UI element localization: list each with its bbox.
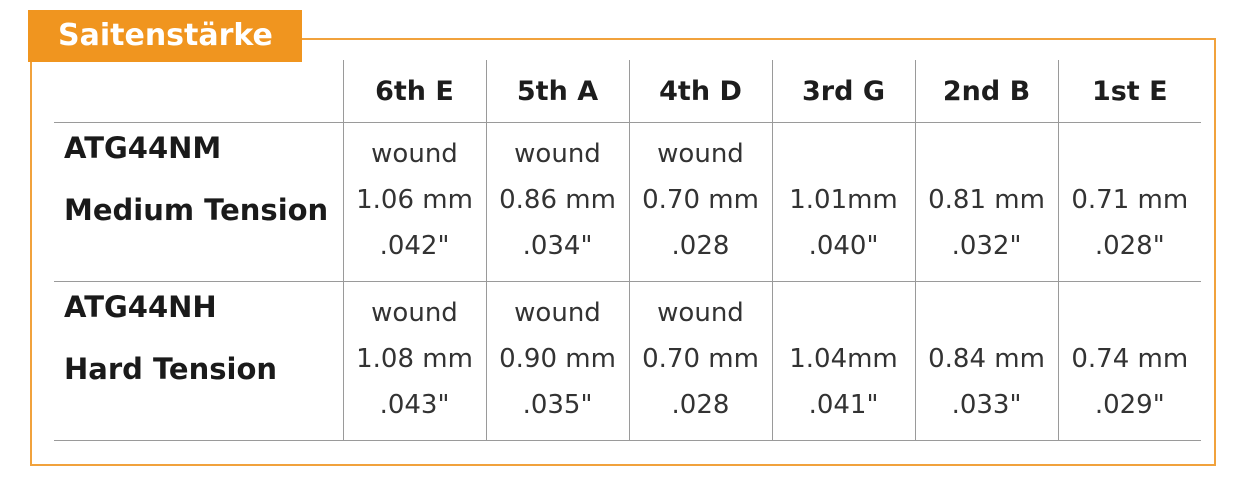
string-type	[1059, 131, 1202, 177]
string-type: wound	[371, 139, 458, 169]
string-type	[773, 290, 915, 336]
string-gauge-table: 6th E 5th A 4th D 3rd G 2nd B 1st E ATG4…	[54, 60, 1201, 441]
model-cell: ATG44NM Medium Tension	[54, 123, 343, 282]
table-row: ATG44NM Medium Tension wound 1.06 mm .042"…	[54, 122, 1202, 282]
gauge-cell: wound 1.08 mm .043"	[342, 281, 486, 441]
gauge-cell: 0.71 mm .028"	[1057, 122, 1202, 282]
column-header: 2nd B	[914, 60, 1058, 123]
gauge-inch: .029"	[1094, 390, 1165, 420]
gauge-cell: wound 0.90 mm .035"	[485, 281, 629, 441]
gauge-inch: .028	[671, 231, 730, 261]
gauge-cell: 1.01mm .040"	[771, 122, 915, 282]
column-header: 1st E	[1057, 60, 1201, 123]
column-header: 4th D	[628, 60, 772, 123]
header-row: 6th E 5th A 4th D 3rd G 2nd B 1st E	[54, 60, 1201, 123]
gauge-inch: .043"	[379, 390, 450, 420]
gauge-mm: 1.01mm	[789, 185, 898, 215]
gauge-mm: 0.84 mm	[928, 344, 1045, 374]
model-cell: ATG44NH Hard Tension	[54, 282, 343, 441]
string-type: wound	[514, 298, 601, 328]
column-header: 5th A	[485, 60, 629, 123]
tension-label: Hard Tension	[64, 352, 278, 386]
gauge-inch: .028"	[1094, 231, 1165, 261]
gauge-cell: 1.04mm .041"	[771, 281, 915, 441]
spec-frame	[30, 38, 1216, 466]
model-name: ATG44NH	[64, 290, 217, 324]
table-row: ATG44NH Hard Tension wound 1.08 mm .043" w…	[54, 281, 1202, 441]
gauge-cell: 0.84 mm .033"	[914, 281, 1058, 441]
string-type	[916, 131, 1058, 177]
gauge-inch: .041"	[808, 390, 879, 420]
gauge-inch: .034"	[522, 231, 593, 261]
gauge-mm: 0.90 mm	[499, 344, 616, 374]
string-type: wound	[657, 298, 744, 328]
gauge-mm: 0.86 mm	[499, 185, 616, 215]
string-type	[916, 290, 1058, 336]
gauge-inch: .033"	[951, 390, 1022, 420]
gauge-mm: 0.70 mm	[642, 344, 759, 374]
gauge-mm: 0.74 mm	[1071, 344, 1189, 374]
gauge-inch: .032"	[951, 231, 1022, 261]
gauge-cell: wound 0.70 mm .028	[628, 281, 772, 441]
gauge-mm: 1.08 mm	[356, 344, 473, 374]
string-type	[1059, 290, 1202, 336]
gauge-mm: 0.71 mm	[1071, 185, 1189, 215]
gauge-cell: wound 0.70 mm .028	[628, 122, 772, 282]
gauge-cell: wound 0.86 mm .034"	[485, 122, 629, 282]
gauge-inch: .040"	[808, 231, 879, 261]
string-type: wound	[657, 139, 744, 169]
string-type: wound	[371, 298, 458, 328]
string-type: wound	[514, 139, 601, 169]
gauge-mm: 0.81 mm	[928, 185, 1045, 215]
gauge-cell: 0.81 mm .032"	[914, 122, 1058, 282]
tension-label: Medium Tension	[64, 193, 329, 227]
column-header: 6th E	[342, 60, 486, 123]
gauge-inch: .028	[671, 390, 730, 420]
gauge-mm: 1.04mm	[789, 344, 898, 374]
gauge-inch: .042"	[379, 231, 450, 261]
gauge-mm: 1.06 mm	[356, 185, 473, 215]
gauge-inch: .035"	[522, 390, 593, 420]
section-title: Saitenstärke	[28, 10, 302, 62]
model-name: ATG44NM	[64, 131, 222, 165]
gauge-cell: wound 1.06 mm .042"	[342, 122, 486, 282]
header-blank	[54, 60, 343, 123]
string-type	[773, 131, 915, 177]
gauge-cell: 0.74 mm .029"	[1057, 281, 1202, 441]
column-header: 3rd G	[771, 60, 915, 123]
gauge-mm: 0.70 mm	[642, 185, 759, 215]
